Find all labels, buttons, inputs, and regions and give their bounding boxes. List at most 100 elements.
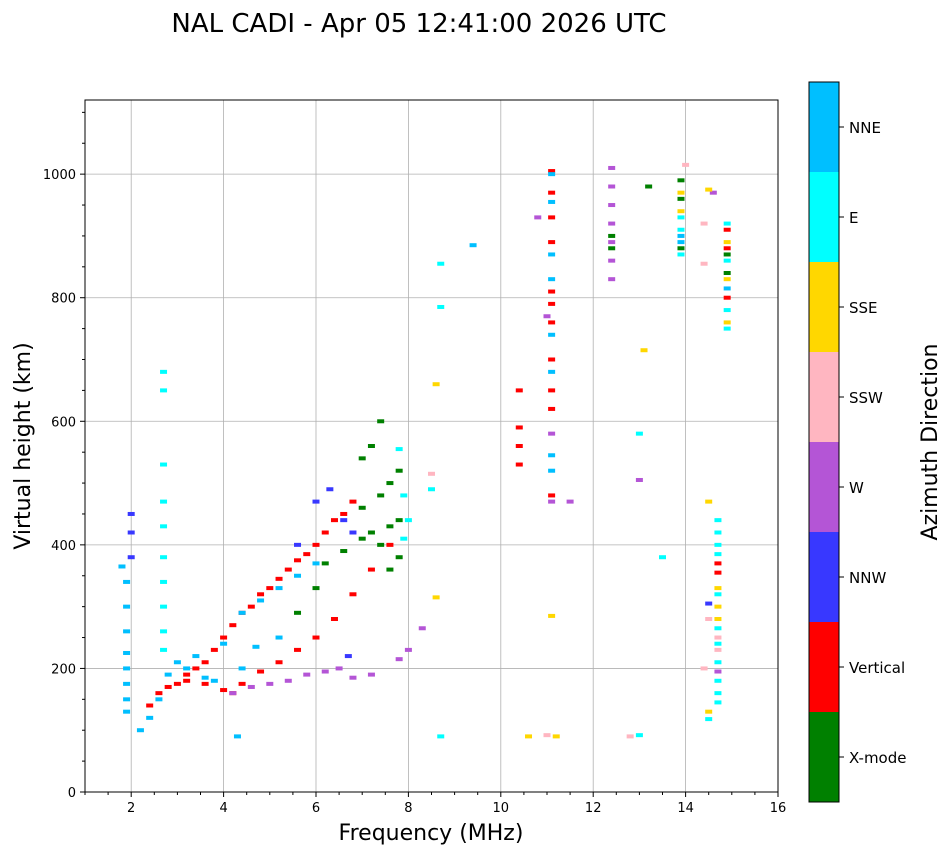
y-tick-label: 400 xyxy=(51,539,76,554)
data-point-ssw xyxy=(700,666,708,671)
data-point-x-mode xyxy=(358,505,366,510)
data-point-nne xyxy=(548,332,556,337)
data-point-nne xyxy=(123,579,131,584)
data-point-w xyxy=(303,672,311,677)
data-point-nne xyxy=(548,252,556,257)
data-point-ssw xyxy=(682,162,690,167)
data-point-e xyxy=(677,227,685,232)
data-point-nne xyxy=(238,666,246,671)
data-point-vertical xyxy=(238,681,246,686)
colorbar-segment xyxy=(809,712,839,802)
colorbar-label: E xyxy=(849,209,858,227)
data-point-vertical xyxy=(173,681,181,686)
colorbar: X-mode Vertical NNW W SSW SSE E NNE xyxy=(808,81,906,803)
data-point-nnw xyxy=(312,499,320,504)
data-point-vertical xyxy=(723,295,731,300)
colorbar-label: Vertical xyxy=(849,659,905,677)
data-point-x-mode xyxy=(367,530,375,535)
data-point-nne xyxy=(118,564,126,569)
data-point-sse xyxy=(714,617,722,621)
data-point-nnw xyxy=(127,511,135,516)
colorbar-frame xyxy=(808,81,840,803)
data-point-x-mode xyxy=(395,555,403,560)
data-point-e xyxy=(714,552,722,557)
y-tick-label: 1000 xyxy=(43,168,76,183)
data-point-e xyxy=(714,626,722,631)
data-point-vertical xyxy=(367,567,375,572)
data-point-vertical xyxy=(723,227,731,232)
data-point-x-mode xyxy=(677,196,685,201)
data-point-e xyxy=(160,629,168,634)
colorbar-segment xyxy=(809,172,839,262)
data-point-nne xyxy=(723,286,731,291)
colorbar-label: SSW xyxy=(849,389,883,407)
colorbar-segment xyxy=(809,352,839,442)
data-point-x-mode xyxy=(395,468,403,473)
x-tick-label: 2 xyxy=(127,801,135,816)
data-point-nne xyxy=(210,678,218,683)
data-point-w xyxy=(608,203,616,208)
data-point-vertical xyxy=(257,592,265,597)
data-point-w xyxy=(284,678,292,683)
data-point-e xyxy=(160,499,168,504)
data-point-nne xyxy=(123,709,131,714)
data-point-vertical xyxy=(183,678,191,683)
data-point-nnw xyxy=(349,530,357,535)
data-point-vertical xyxy=(548,388,556,393)
data-point-w xyxy=(543,314,551,319)
data-point-e xyxy=(723,308,731,313)
data-point-nnw xyxy=(294,542,302,547)
data-point-nne xyxy=(201,675,209,680)
data-point-w xyxy=(608,221,616,226)
colorbar-segment xyxy=(809,622,839,712)
data-point-w xyxy=(608,184,616,189)
x-tick-label: 14 xyxy=(677,801,694,816)
data-point-x-mode xyxy=(608,246,616,251)
data-point-nne xyxy=(275,635,283,640)
data-point-e xyxy=(160,524,168,529)
data-point-vertical xyxy=(321,530,329,535)
data-point-nne xyxy=(548,277,556,282)
data-point-sse xyxy=(705,187,713,192)
data-point-vertical xyxy=(294,647,302,652)
data-point-e xyxy=(714,641,722,646)
data-point-x-mode xyxy=(358,456,366,461)
data-point-sse xyxy=(432,595,440,600)
data-point-w xyxy=(709,190,717,195)
data-point-w xyxy=(349,675,357,680)
data-point-x-mode xyxy=(677,178,685,183)
colorbar-label: NNW xyxy=(849,569,886,587)
data-point-e xyxy=(635,431,643,436)
data-point-nne xyxy=(123,697,131,702)
grid-lines xyxy=(85,100,778,792)
data-point-x-mode xyxy=(377,419,385,424)
data-point-x-mode xyxy=(294,610,302,615)
data-point-vertical xyxy=(548,215,556,220)
data-point-e xyxy=(677,252,685,257)
data-point-vertical xyxy=(312,542,320,547)
data-point-vertical xyxy=(275,660,283,665)
x-tick-label: 6 xyxy=(312,801,320,816)
data-point-vertical xyxy=(330,617,338,621)
data-point-vertical xyxy=(284,567,292,572)
data-point-w xyxy=(418,626,426,631)
x-tick-label: 12 xyxy=(585,801,602,816)
data-point-ssw xyxy=(700,261,708,266)
data-point-x-mode xyxy=(312,586,320,591)
x-tick-label: 16 xyxy=(770,801,787,816)
data-point-x-mode xyxy=(723,252,731,257)
data-point-nne xyxy=(136,728,144,733)
data-point-vertical xyxy=(548,169,556,174)
y-tick-label: 200 xyxy=(51,662,76,677)
data-point-e xyxy=(705,717,713,722)
colorbar-label: W xyxy=(849,479,864,497)
data-point-x-mode xyxy=(723,271,731,275)
colorbar-segment xyxy=(809,442,839,532)
colorbar-segment xyxy=(809,532,839,622)
data-point-nnw xyxy=(705,601,713,606)
data-point-nne xyxy=(220,641,228,646)
data-point-nne xyxy=(123,629,131,634)
data-point-vertical xyxy=(349,499,357,504)
data-point-sse xyxy=(723,320,731,325)
